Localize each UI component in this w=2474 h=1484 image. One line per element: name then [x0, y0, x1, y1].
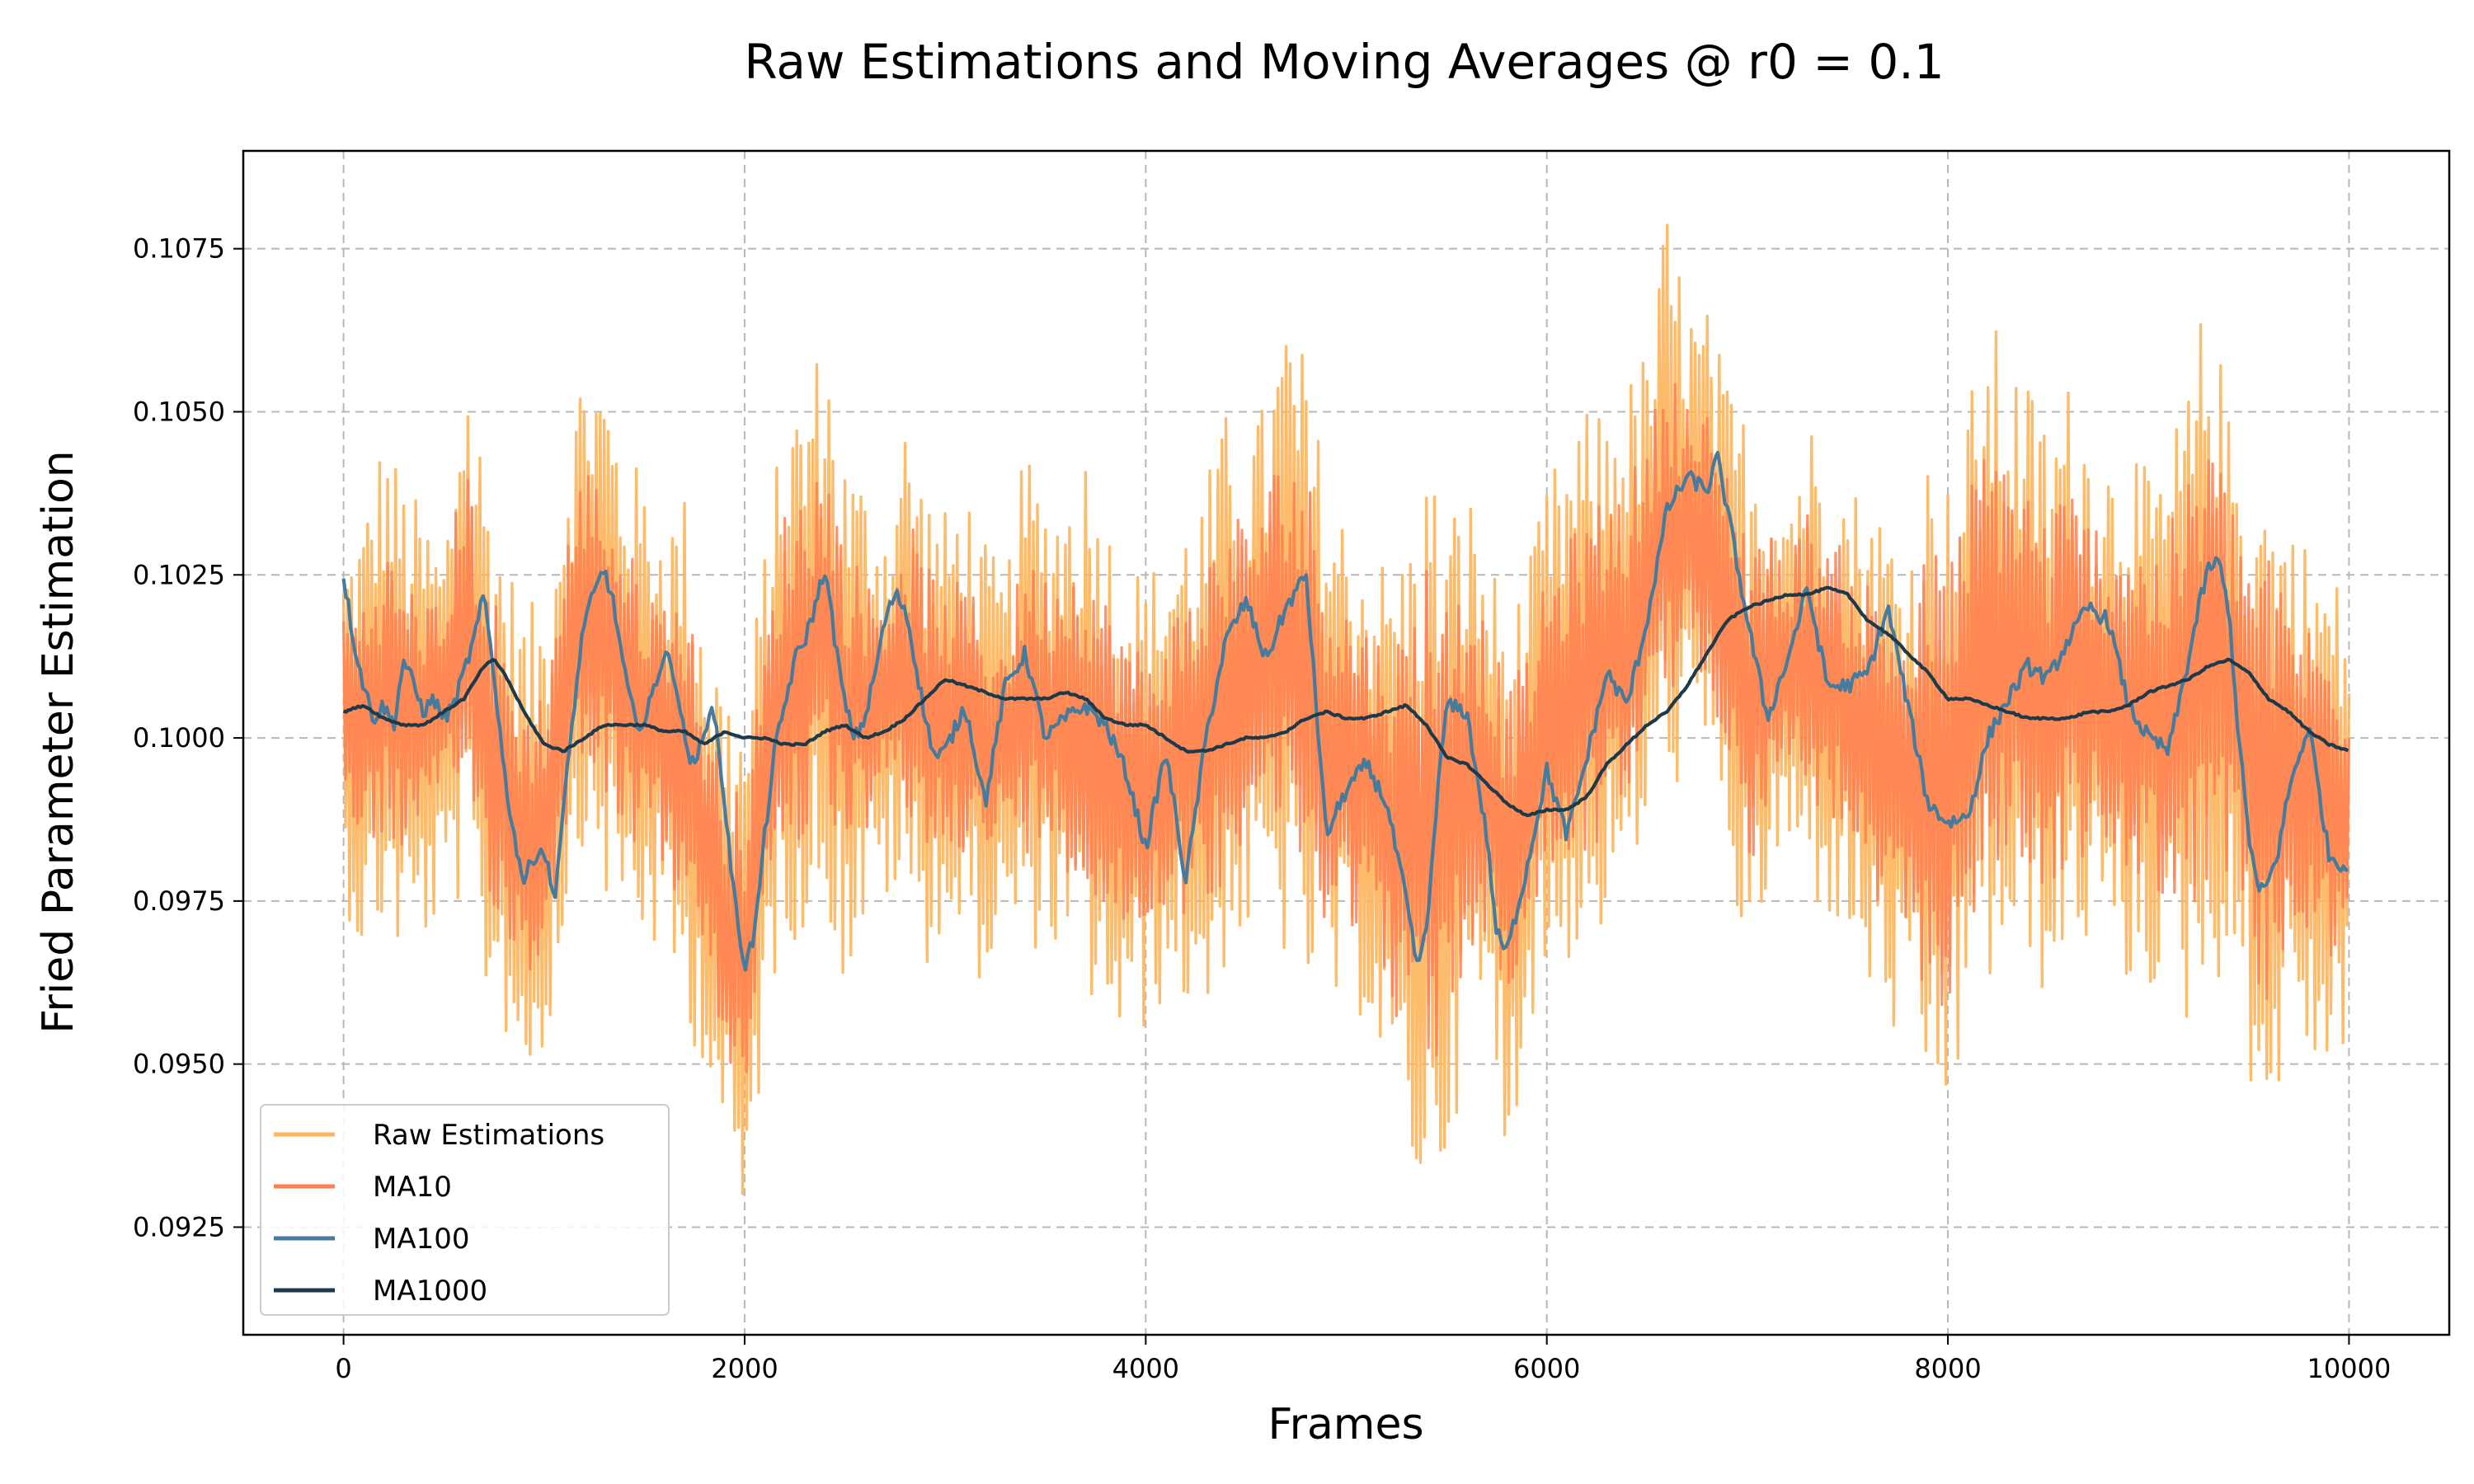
ma100-line	[341, 450, 2349, 972]
x-axis-title: Frames	[1268, 1400, 1423, 1449]
x-tick-label: 6000	[1513, 1353, 1580, 1384]
x-tick-label: 8000	[1914, 1353, 1981, 1384]
y-tick-label: 0.1075	[133, 233, 225, 265]
x-tick-label: 0	[335, 1353, 351, 1384]
legend: Raw Estimations MA10 MA100 MA1000	[260, 1104, 670, 1316]
y-tick-label: 0.1050	[133, 396, 225, 427]
legend-label: MA10	[373, 1171, 452, 1204]
legend-box	[260, 1104, 670, 1316]
chart-title: Raw Estimations and Moving Averages @ r0…	[744, 34, 1944, 90]
ticks: 0 2000 4000 6000 8000 10000 0.0925 0.0950 0.0975…	[133, 233, 2391, 1384]
x-tick-label: 10000	[2307, 1353, 2392, 1384]
ma1000-line	[342, 585, 2349, 818]
y-tick-label: 0.0950	[133, 1049, 225, 1080]
x-tick-label: 4000	[1112, 1353, 1179, 1384]
y-tick-label: 0.1025	[133, 559, 225, 590]
y-tick-label: 0.0925	[133, 1211, 225, 1242]
legend-label: Raw Estimations	[373, 1119, 604, 1152]
x-tick-label: 2000	[711, 1353, 778, 1384]
series-layer	[341, 223, 2351, 1195]
plot-frame	[242, 149, 2451, 1336]
legend-label: MA1000	[373, 1275, 487, 1308]
legend-label: MA100	[373, 1223, 470, 1256]
y-tick-label: 0.1000	[133, 722, 225, 754]
ma10-line	[342, 383, 2350, 1073]
y-tick-label: 0.0975	[133, 885, 225, 917]
y-axis-title: Fried Parameter Estimation	[34, 450, 83, 1033]
